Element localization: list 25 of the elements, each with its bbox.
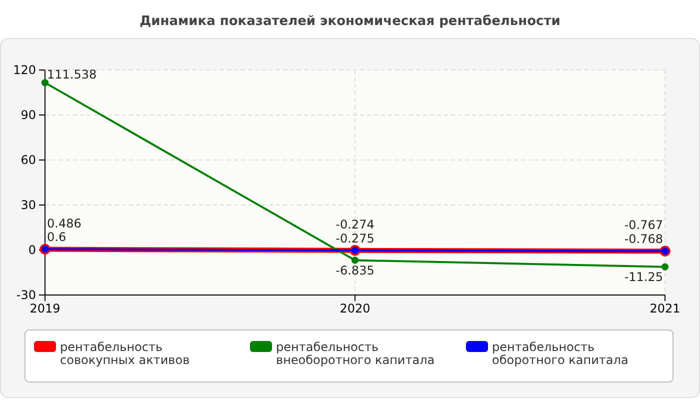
y-tick-label: 0 [28, 242, 36, 257]
x-tick-label: 2021 [650, 302, 680, 316]
data-label: 0.486 [47, 216, 82, 230]
data-label: -0.274 [336, 217, 374, 232]
y-tick-label: -30 [16, 288, 36, 302]
data-label: -0.275 [336, 231, 374, 246]
y-tick-label: 30 [20, 198, 36, 212]
chart-title: Динамика показателей экономическая рентабельности [140, 14, 560, 29]
data-label: 0.6 [47, 230, 66, 244]
data-label: -0.767 [624, 218, 663, 232]
point [41, 79, 49, 86]
point [661, 263, 669, 270]
data-label: -11.25 [624, 270, 663, 284]
data-label: -6.835 [336, 263, 374, 278]
legend-label: рентабельность оборотного капитала [492, 340, 628, 367]
y-tick-label: 90 [20, 108, 36, 122]
legend-label: рентабельность совокупных активов [60, 340, 190, 367]
x-tick-label: 2020 [340, 302, 370, 316]
y-tick-label: 120 [13, 62, 36, 77]
point [351, 256, 359, 264]
data-label: -0.768 [624, 232, 663, 246]
legend-label: рентабельность внеоборотного капитала [276, 340, 435, 367]
data-label: 111.538 [47, 68, 97, 82]
y-tick-label: 60 [20, 152, 36, 167]
x-tick-label: 2019 [30, 302, 60, 316]
